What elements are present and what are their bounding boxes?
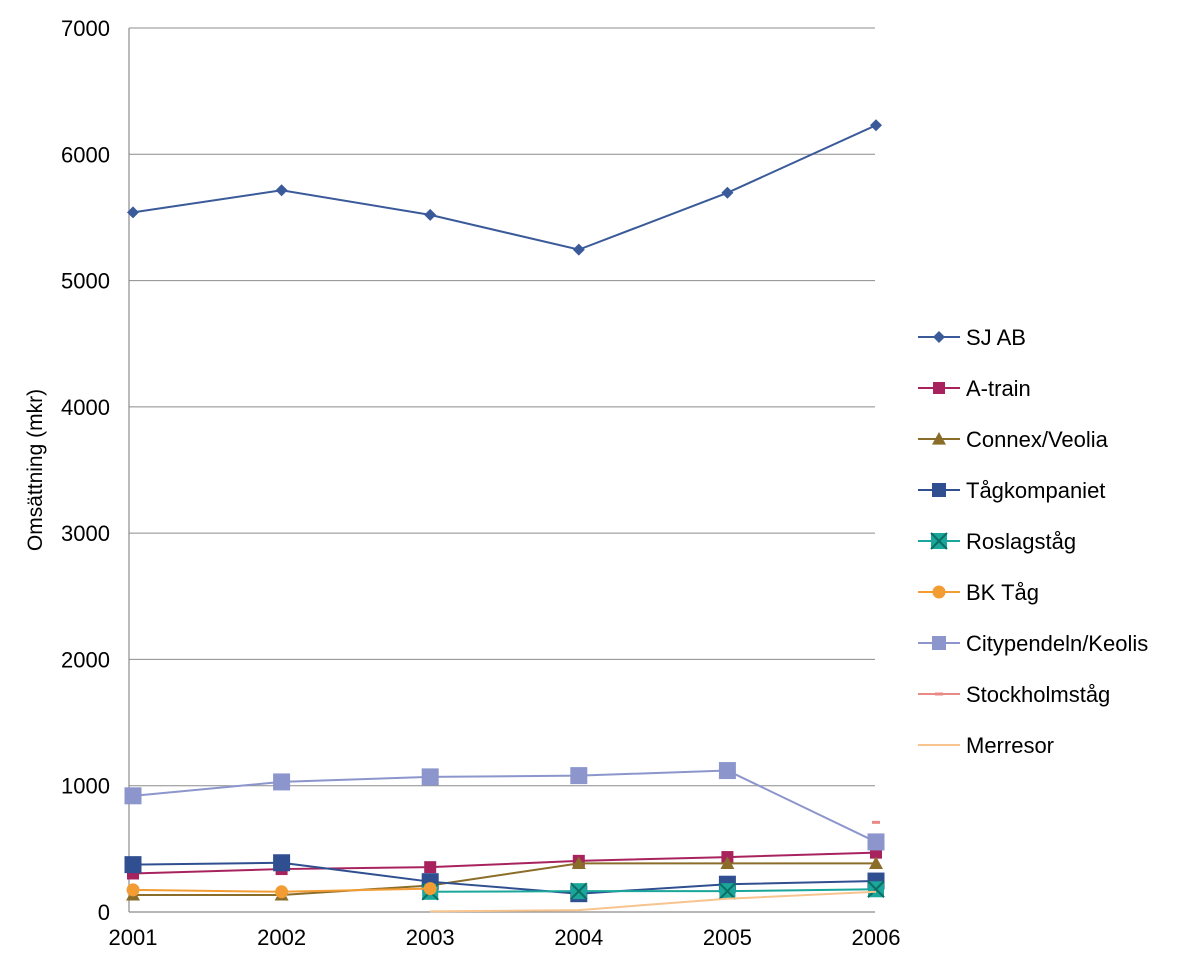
citypendeln-keolis-point (718, 762, 736, 780)
series-merresor (430, 890, 877, 913)
sj-ab-point (127, 206, 139, 219)
series-citypendeln-keolis (124, 762, 885, 851)
tick-labels: 0 1000 2000 3000 4000 5000 6000 7000 2001 2002 200… (61, 16, 900, 950)
x-tick-label: 2004 (554, 925, 603, 950)
legend-label: Connex/Veolia (966, 427, 1109, 452)
x-tick-label: 2001 (109, 925, 158, 950)
bk-t-g-point (423, 882, 437, 896)
x-tick-label: 2003 (406, 925, 455, 950)
roslagst-g-point (718, 882, 737, 900)
t-gkompaniet-point (124, 856, 142, 874)
x-tick-label: 2006 (852, 925, 901, 950)
connex-veolia-point (869, 856, 883, 869)
legend-marker (932, 585, 946, 599)
sj-ab-point (572, 243, 585, 256)
legend-label: Roslagståg (966, 529, 1076, 554)
y-tick-label: 2000 (61, 647, 110, 672)
legend-item-connex-veolia: Connex/Veolia (918, 427, 1109, 452)
legend-label: Merresor (966, 733, 1054, 758)
connex-veolia-point (571, 856, 586, 869)
y-tick-label: 7000 (61, 16, 110, 41)
y-tick-label: 1000 (61, 774, 110, 799)
series-bk-t-g (126, 882, 437, 899)
legend-item-roslagst-g: Roslagståg (918, 529, 1076, 554)
series-sj-ab (127, 119, 882, 256)
connex-veolia-line (133, 862, 876, 896)
roslagst-g-point (867, 880, 885, 898)
sj-ab-point (721, 186, 734, 199)
citypendeln-keolis-point (570, 767, 588, 785)
merresor-line (430, 890, 877, 913)
series-lines (124, 119, 885, 913)
legend-item-merresor: Merresor (918, 733, 1054, 758)
y-tick-label: 6000 (61, 142, 110, 167)
gridlines (129, 27, 875, 787)
bk-t-g-point (275, 885, 289, 899)
x-tick-label: 2002 (257, 925, 306, 950)
sj-ab-point (870, 119, 882, 132)
y-tick-label: 4000 (61, 395, 110, 420)
roslagst-g-line (430, 888, 877, 893)
t-gkompaniet-point (273, 854, 291, 872)
legend-marker (933, 382, 945, 394)
y-axis-title: Omsättning (mkr) (24, 389, 47, 551)
sj-ab-line (132, 124, 877, 251)
citypendeln-keolis-point (867, 833, 885, 851)
series-roslagst-g (421, 880, 885, 901)
y-tick-label: 0 (98, 900, 110, 925)
legend-item-bk-t-g: BK Tåg (918, 580, 1039, 605)
t-gkompaniet-line (132, 861, 877, 895)
bk-t-g-point (126, 883, 140, 897)
x-tick-label: 2005 (703, 925, 752, 950)
legend-item-sj-ab: SJ AB (918, 325, 1026, 350)
citypendeln-keolis-line (132, 769, 877, 843)
roslagst-g-point (570, 882, 588, 900)
legend-item-citypendeln-keolis: Citypendeln/Keolis (918, 631, 1148, 656)
legend-item-t-gkompaniet: Tågkompaniet (918, 478, 1105, 503)
legend-label: Tågkompaniet (966, 478, 1105, 503)
legend-marker (930, 532, 948, 550)
a-train-line (132, 851, 877, 875)
a-train-point (424, 861, 437, 874)
legend-marker (932, 432, 946, 445)
legend-label: SJ AB (966, 325, 1026, 350)
axes (128, 28, 875, 913)
citypendeln-keolis-point (273, 773, 291, 791)
citypendeln-keolis-point (421, 768, 439, 786)
legend-marker (932, 636, 946, 650)
legend-label: Stockholmståg (966, 682, 1110, 707)
legend-marker (933, 331, 945, 343)
sj-ab-point (275, 184, 288, 197)
legend-label: A-train (966, 376, 1031, 401)
citypendeln-keolis-point (124, 787, 142, 805)
y-tick-label: 5000 (61, 269, 110, 294)
y-tick-label: 3000 (61, 521, 110, 546)
legend-item-stockholmst-g: Stockholmståg (918, 682, 1110, 707)
sj-ab-point (424, 208, 437, 221)
legend: SJ AB A-train Connex/Veolia Tågkompaniet Ros… (918, 325, 1148, 758)
legend-label: BK Tåg (966, 580, 1039, 605)
legend-item-a-train: A-train (918, 376, 1031, 401)
connex-veolia-point (720, 856, 735, 869)
legend-label: Citypendeln/Keolis (966, 631, 1148, 656)
legend-marker (932, 483, 946, 497)
